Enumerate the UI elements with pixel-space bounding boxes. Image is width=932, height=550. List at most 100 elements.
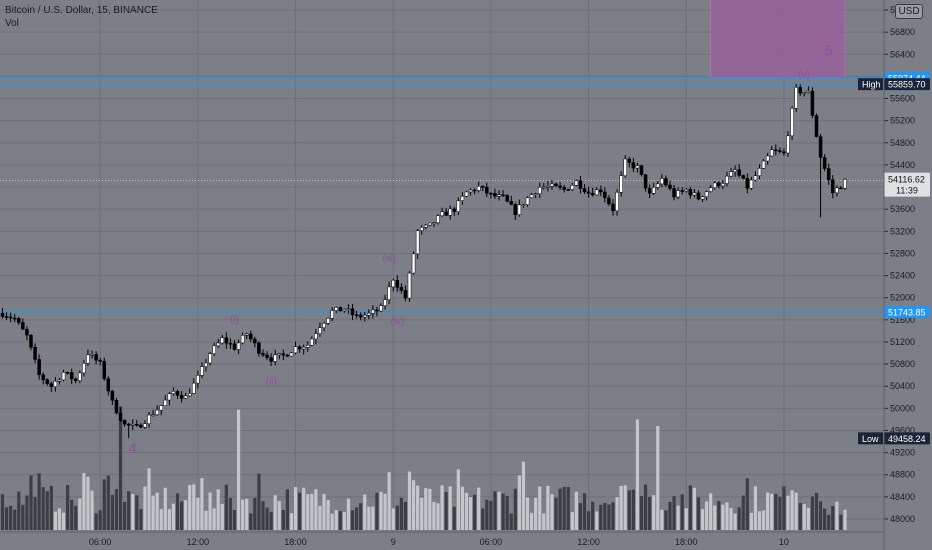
volume-bar-down: [13, 509, 17, 530]
candle-up: [570, 184, 575, 190]
candle-up: [273, 354, 277, 362]
volume-bar-up: [155, 492, 159, 530]
candle-down: [179, 395, 184, 399]
candle-up: [615, 192, 619, 212]
volume-bar-up: [770, 493, 774, 530]
volume-bar-down: [648, 497, 652, 530]
volume-bar-down: [224, 484, 228, 530]
time-axis[interactable]: 06:00 12:00 18:00 9 06:00 12:00 18:00 10: [0, 0, 885, 550]
volume-bar-up: [306, 494, 310, 530]
volume-bar-down: [827, 514, 831, 530]
volume-bar-up: [346, 498, 351, 530]
volume-bar-down: [49, 485, 53, 530]
volume-bar-down: [782, 486, 786, 530]
volume-bar-down: [631, 489, 635, 530]
volume-bar-down: [232, 509, 237, 530]
volume-bar-down: [505, 495, 509, 530]
volume-bar-down: [578, 503, 583, 530]
wave-label: (iii): [382, 254, 395, 265]
candle-down: [582, 188, 587, 193]
volume-bar-up: [525, 497, 530, 530]
candle-up: [684, 189, 689, 192]
candle-down: [338, 307, 343, 312]
candle-down: [578, 180, 583, 189]
volume-bar-up: [684, 508, 688, 530]
y-tick-label: 51200: [890, 337, 915, 347]
volume-bar-down: [338, 511, 342, 530]
volume-bar-down: [94, 513, 98, 530]
volume-bar-up: [843, 509, 847, 530]
candle-down: [297, 346, 302, 350]
candle-down: [647, 187, 652, 194]
candle-up: [171, 391, 176, 394]
last-price-tag-bg: [884, 172, 930, 197]
volume-bar-down: [562, 486, 566, 530]
volume-bar-up: [448, 486, 452, 530]
volume-bar-down: [696, 497, 701, 530]
candle-down: [513, 204, 518, 215]
candle-up: [460, 196, 465, 201]
volume-bar-down: [814, 492, 819, 530]
candle-up: [753, 175, 758, 181]
price-axis[interactable]: 5720056800564005600055600552005480054400…: [858, 0, 932, 550]
candle-down: [558, 185, 562, 188]
currency-button[interactable]: USD: [895, 4, 923, 19]
candle-up: [57, 379, 62, 382]
candle-down: [122, 420, 127, 425]
y-tick-label: 52400: [890, 271, 915, 281]
wave-label: (ii): [266, 376, 277, 387]
volume-bar-up: [660, 509, 664, 530]
volume-bar-up: [440, 485, 444, 530]
candle-down: [228, 342, 233, 345]
volume-bar-down: [603, 502, 607, 530]
volume-bar-down: [375, 492, 379, 530]
volume-bar-up: [497, 491, 501, 530]
y-tick-label: 54800: [890, 138, 915, 148]
volume-bar-up: [208, 492, 212, 530]
volume-bar-up: [709, 493, 713, 530]
candle-up: [729, 171, 733, 177]
volume-bar-up: [383, 493, 387, 530]
volume-bar-down: [611, 502, 615, 530]
candle-down: [599, 189, 603, 193]
volume-bar-up: [277, 501, 281, 530]
volume-bar-down: [123, 501, 127, 530]
candle-down: [69, 372, 74, 380]
candle-down: [175, 391, 180, 396]
symbol-title: Bitcoin / U.S. Dollar, 15, BINANCE: [5, 5, 158, 16]
y-tick-label: 48000: [890, 514, 915, 524]
volume-bar-up: [212, 508, 216, 530]
candle-up: [318, 327, 322, 334]
volume-bar-up: [530, 512, 534, 530]
candle-down: [399, 287, 404, 291]
candle-up: [619, 175, 623, 193]
y-tick-label: 56800: [890, 27, 915, 37]
candle-up: [428, 222, 432, 226]
candle-down: [822, 157, 827, 169]
candle-up: [692, 192, 697, 196]
high-price-tag-bg: [884, 78, 930, 91]
candle-down: [224, 337, 229, 344]
y-tick-label: 55200: [890, 116, 915, 126]
candle-down: [639, 165, 644, 175]
volume-bar-down: [106, 475, 110, 530]
candle-down: [265, 354, 269, 358]
high-price-tag: 55859.70: [888, 80, 926, 90]
candle-up: [411, 253, 416, 274]
candle-down: [139, 424, 143, 428]
candle-down: [29, 334, 33, 348]
candle-down: [118, 412, 123, 421]
candle-up: [806, 90, 811, 93]
candle-up: [721, 183, 725, 187]
volume-bar-up: [196, 497, 200, 530]
volume-bar-down: [493, 491, 497, 530]
target-box: [710, 0, 846, 79]
volume-bar-down: [17, 491, 21, 530]
candle-down: [818, 136, 823, 158]
candle-down: [603, 191, 607, 199]
volume-bar-up: [595, 511, 599, 530]
volume-bar-down: [688, 485, 692, 530]
price-axis-bg: [884, 0, 932, 550]
volume-bar-up: [391, 508, 395, 530]
